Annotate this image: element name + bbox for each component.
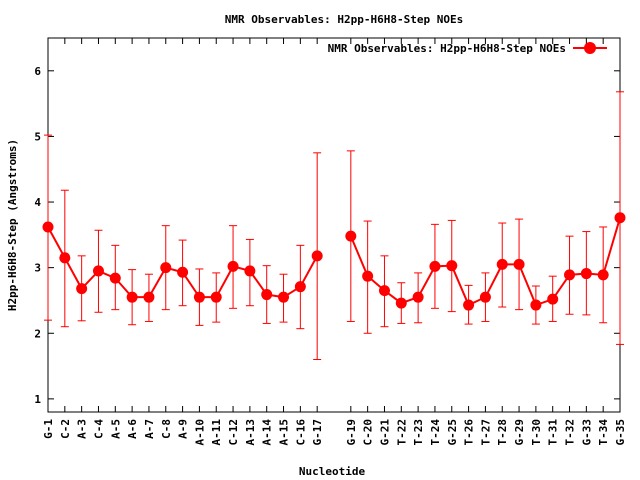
x-tick-label: C-12 bbox=[227, 419, 240, 446]
chart-title: NMR Observables: H2pp-H6H8-Step NOEs bbox=[225, 13, 463, 26]
x-tick-label: T-34 bbox=[597, 419, 610, 446]
y-tick-label: 5 bbox=[34, 130, 41, 143]
data-point bbox=[126, 291, 138, 303]
x-tick-label: G-1 bbox=[42, 419, 55, 439]
x-tick-label: C-2 bbox=[59, 419, 72, 439]
x-tick-label: A-3 bbox=[76, 419, 89, 439]
data-point bbox=[412, 291, 424, 303]
data-point bbox=[362, 270, 374, 282]
x-tick-label: G-21 bbox=[378, 419, 391, 446]
x-tick-label: T-26 bbox=[463, 419, 476, 446]
x-tick-label: C-20 bbox=[362, 419, 375, 446]
x-axis: G-1 C-2 A-3 C-4 A-5 A-6 A-7 C-8 A-9 A-10 A-11 C-12 A… bbox=[42, 38, 627, 446]
y-tick-label: 2 bbox=[34, 327, 41, 340]
data-point bbox=[395, 297, 407, 309]
data-point bbox=[564, 269, 576, 281]
x-tick-label: C-16 bbox=[294, 419, 307, 446]
x-tick-label: G-33 bbox=[580, 419, 593, 446]
series-points bbox=[42, 212, 626, 311]
x-tick-label: C-8 bbox=[160, 419, 173, 439]
data-point bbox=[193, 291, 205, 303]
y-tick-label: 6 bbox=[34, 65, 41, 78]
x-tick-label: A-9 bbox=[177, 419, 190, 439]
x-tick-label: A-14 bbox=[261, 419, 274, 446]
data-point bbox=[244, 265, 256, 277]
x-tick-label: T-24 bbox=[429, 419, 442, 446]
data-point bbox=[463, 299, 475, 311]
legend: NMR Observables: H2pp-H6H8-Step NOEs bbox=[328, 42, 607, 55]
x-tick-label: T-30 bbox=[530, 419, 543, 446]
y-tick-label: 3 bbox=[34, 262, 41, 275]
x-tick-label: A-10 bbox=[193, 419, 206, 446]
data-point bbox=[530, 299, 542, 311]
x-tick-label: T-23 bbox=[412, 419, 425, 446]
data-point bbox=[261, 289, 273, 301]
x-tick-label: G-35 bbox=[614, 419, 627, 446]
data-point bbox=[160, 262, 172, 274]
data-point bbox=[278, 291, 290, 303]
data-point bbox=[59, 252, 71, 264]
data-point bbox=[378, 285, 390, 297]
data-point bbox=[614, 212, 626, 224]
x-tick-label: A-7 bbox=[143, 419, 156, 439]
data-point bbox=[294, 281, 306, 293]
x-tick-label: C-4 bbox=[92, 419, 105, 439]
x-tick-label: T-22 bbox=[395, 419, 408, 446]
data-point bbox=[547, 293, 559, 305]
data-point bbox=[210, 291, 222, 303]
data-point bbox=[496, 258, 508, 270]
data-point bbox=[479, 291, 491, 303]
x-tick-label: T-32 bbox=[564, 419, 577, 446]
x-tick-label: T-31 bbox=[547, 419, 560, 446]
data-point bbox=[446, 260, 458, 272]
data-point bbox=[345, 230, 357, 242]
x-tick-label: T-28 bbox=[496, 419, 509, 446]
data-point bbox=[513, 258, 525, 270]
x-tick-label: A-6 bbox=[126, 419, 139, 439]
legend-label: NMR Observables: H2pp-H6H8-Step NOEs bbox=[328, 42, 566, 55]
data-point bbox=[76, 283, 88, 295]
legend-marker bbox=[584, 42, 596, 54]
x-tick-label: G-29 bbox=[513, 419, 526, 446]
data-point bbox=[92, 265, 104, 277]
data-point bbox=[227, 260, 239, 272]
data-point bbox=[580, 268, 592, 280]
error-bars bbox=[44, 91, 624, 361]
data-point bbox=[311, 250, 323, 262]
y-axis: 1 2 3 4 5 6 bbox=[34, 65, 620, 406]
data-point bbox=[143, 291, 155, 303]
y-tick-label: 1 bbox=[34, 393, 41, 406]
data-point bbox=[42, 221, 54, 233]
data-point bbox=[109, 272, 121, 284]
x-tick-label: G-19 bbox=[345, 419, 358, 446]
data-point bbox=[429, 260, 441, 272]
x-tick-label: A-13 bbox=[244, 419, 257, 446]
x-tick-label: A-5 bbox=[109, 419, 122, 439]
data-point bbox=[177, 266, 189, 278]
x-tick-label: A-11 bbox=[210, 419, 223, 446]
y-axis-label: H2pp-H6H8-Step (Angstroms) bbox=[6, 139, 19, 311]
x-tick-label: T-27 bbox=[479, 419, 492, 446]
plot-frame bbox=[47, 37, 621, 413]
x-tick-label: G-25 bbox=[446, 419, 459, 446]
x-tick-label: G-17 bbox=[311, 419, 324, 446]
data-point bbox=[597, 269, 609, 281]
x-axis-label: Nucleotide bbox=[299, 465, 366, 478]
y-tick-label: 4 bbox=[34, 196, 41, 209]
x-tick-label: A-15 bbox=[278, 419, 291, 446]
